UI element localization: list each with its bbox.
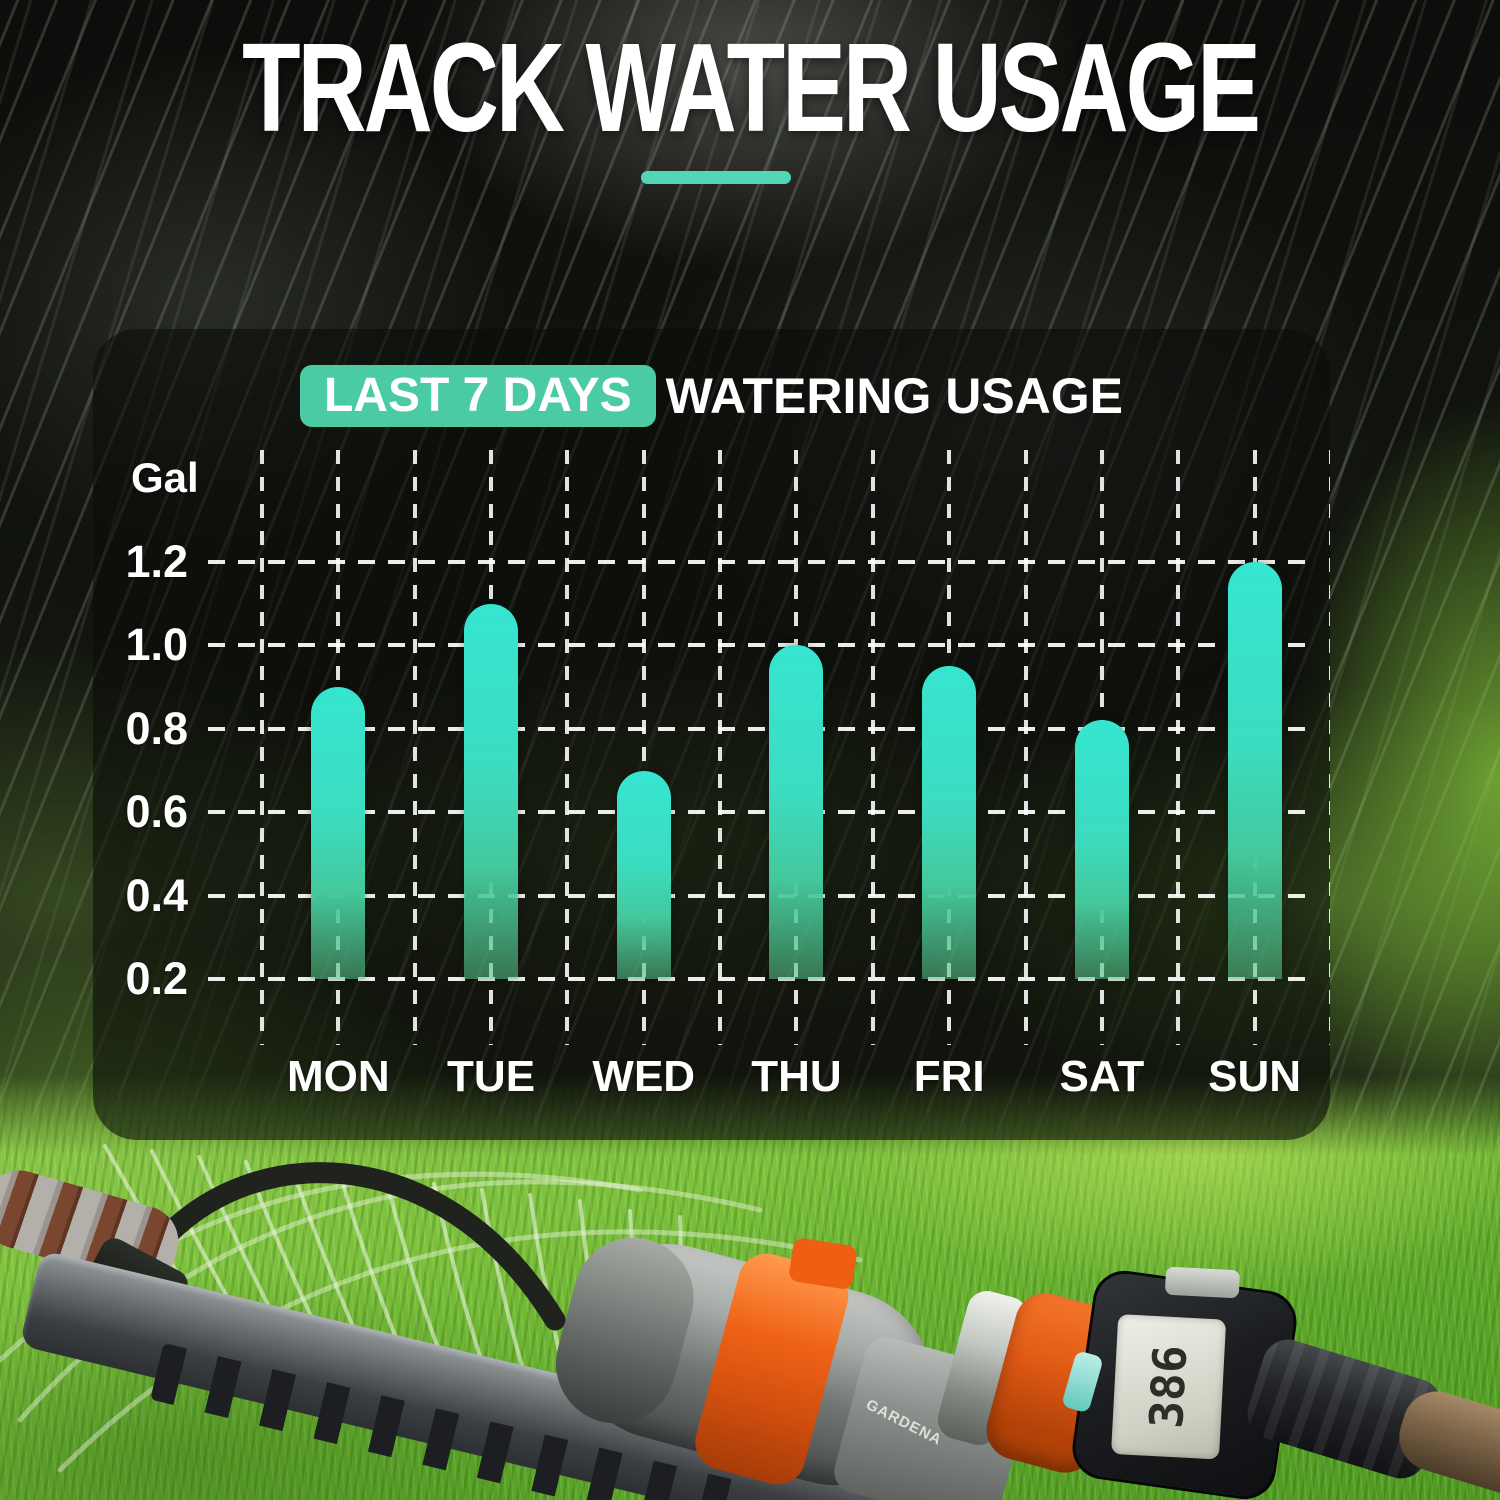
chart-title-highlight: LAST 7 DAYS: [299, 365, 656, 427]
title-underline: [641, 171, 791, 184]
horizontal-gridline: [208, 893, 1305, 898]
vertical-gridline: [718, 450, 723, 1045]
x-axis-label-tue: TUE: [447, 1052, 536, 1101]
vertical-gridline: [1023, 450, 1028, 1045]
horizontal-gridline: [208, 977, 1305, 981]
y-axis-tick-label: 1.2: [125, 536, 188, 587]
x-axis-label-sun: SUN: [1208, 1052, 1301, 1101]
brand-label: GARDENA: [863, 1396, 945, 1449]
y-axis-tick-label: 1.0: [125, 619, 188, 671]
bar-sat: [1074, 720, 1129, 979]
vertical-gridline: [565, 450, 570, 1045]
horizontal-gridline: [208, 643, 1305, 648]
bar-wed: [616, 770, 671, 979]
chart-title: LAST 7 DAYS WATERING USAGE: [93, 365, 1330, 427]
flow-meter-detail: [1164, 1266, 1241, 1299]
vertical-gridline: [641, 450, 646, 1045]
vertical-gridline: [1176, 450, 1181, 1045]
vertical-gridline: [260, 450, 264, 1045]
x-axis-label-sat: SAT: [1059, 1052, 1145, 1101]
flow-meter-reading: 386: [1139, 1343, 1198, 1430]
bar-fri: [922, 666, 977, 979]
x-axis-label-thu: THU: [751, 1052, 842, 1101]
x-axis-label-mon: MON: [287, 1052, 390, 1101]
horizontal-gridline: [208, 560, 1305, 564]
x-axis-label-wed: WED: [592, 1052, 696, 1101]
page-title: TRACK WATER USAGE: [242, 17, 1261, 158]
horizontal-gridline: [208, 726, 1305, 731]
horizontal-gridline: [208, 810, 1305, 815]
y-axis-tick-label: 0.8: [125, 702, 188, 754]
bar-sun: [1227, 562, 1282, 979]
chart-title-text: WATERING USAGE: [665, 368, 1124, 424]
y-axis-unit-label: Gal: [131, 454, 199, 501]
y-axis-tick-label: 0.4: [125, 869, 188, 921]
vertical-gridline: [870, 450, 875, 1045]
x-axis-label-fri: FRI: [913, 1052, 985, 1101]
bar-tue: [464, 603, 519, 979]
vertical-gridline: [412, 450, 417, 1045]
flow-meter-lcd: 386: [1111, 1314, 1227, 1460]
y-axis-tick-label: 0.6: [125, 786, 188, 838]
chart-panel: LAST 7 DAYS WATERING USAGE Gal 1.2 1.0 0.8…: [93, 329, 1330, 1140]
bar-thu: [769, 645, 824, 979]
y-axis-tick-label: 0.2: [125, 953, 188, 1004]
bar-mon: [311, 687, 366, 979]
vertical-gridline: [1328, 450, 1330, 1045]
bar-chart: 1.2 1.0 0.8 0.6 0.4 0.2 MON TUE WED THU FRI SAT SUN: [93, 329, 1330, 1140]
